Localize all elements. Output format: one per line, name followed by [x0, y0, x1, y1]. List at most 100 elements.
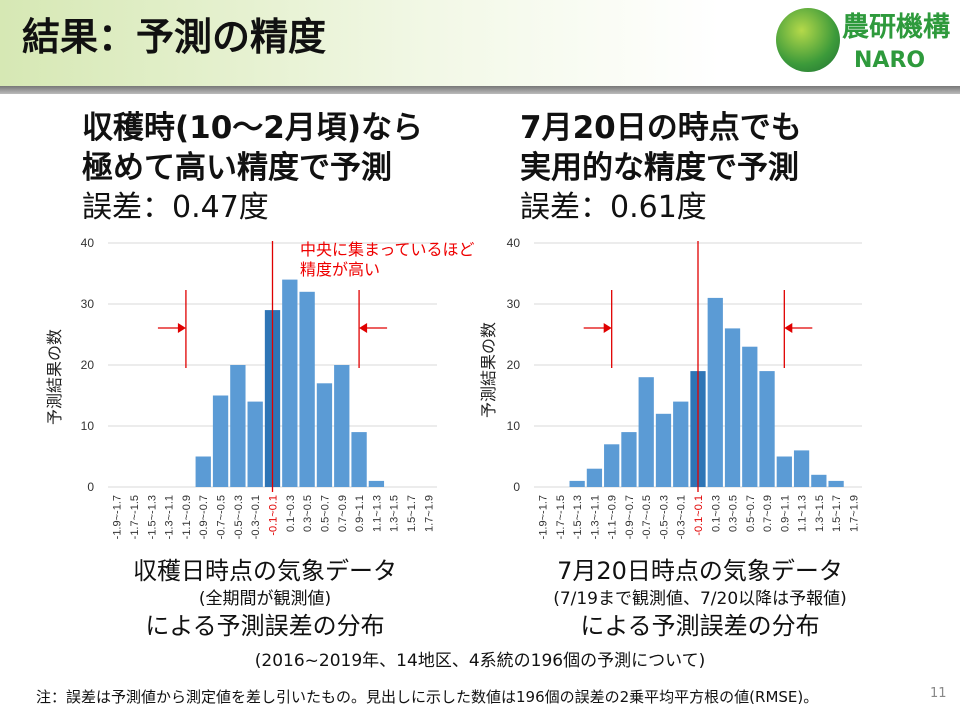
x-tick-label: 1.7~1.9: [423, 495, 435, 532]
bar: [776, 456, 792, 487]
arrow-head-icon: [784, 323, 793, 333]
bar: [195, 456, 211, 487]
arrow-head-icon: [603, 323, 612, 333]
right-y-axis-label: 予測結果の数: [479, 321, 498, 418]
x-tick-label: -1.9~-1.7: [112, 495, 124, 539]
y-tick-label: 20: [81, 358, 95, 372]
slide-title: 結果：予測の精度: [22, 15, 327, 59]
x-tick-label: -1.7~-1.5: [129, 495, 141, 539]
x-tick-label: 1.3~1.5: [389, 495, 401, 532]
arrow-head-icon: [359, 323, 368, 333]
page-number: 11: [930, 686, 947, 701]
bar: [247, 401, 263, 487]
x-tick-label: 0.9~1.1: [354, 495, 366, 532]
x-tick-label: 1.1~1.3: [797, 495, 809, 532]
x-tick-label: -1.5~-1.3: [572, 495, 584, 539]
bar: [604, 444, 620, 487]
footnote: 注：誤差は予測値から測定値を差し引いたもの。見出しに示した数値は196個の誤差の…: [36, 688, 819, 706]
x-tick-label: 1.7~1.9: [848, 495, 860, 532]
x-tick-label: -1.7~-1.5: [555, 495, 567, 539]
x-tick-label: -1.3~-1.1: [589, 495, 601, 539]
x-tick-label: 1.3~1.5: [814, 495, 826, 532]
y-tick-label: 40: [81, 236, 95, 250]
bar: [759, 371, 775, 487]
x-tick-label: -0.9~-0.7: [624, 495, 636, 539]
x-tick-label: -0.7~-0.5: [216, 495, 228, 539]
logo-text-en: NARO: [854, 48, 926, 73]
x-tick-label: 1.5~1.7: [831, 495, 843, 532]
left-caption-2: (全期間が観測値): [198, 589, 332, 609]
bar: [793, 450, 810, 487]
bar: [351, 432, 367, 487]
right-caption-1: 7月20日時点の気象データ: [557, 557, 843, 585]
right-error: 誤差：0.61度: [520, 190, 707, 225]
bar: [316, 383, 333, 487]
bar: [282, 279, 298, 487]
x-tick-label: 0.3~0.5: [302, 495, 314, 532]
left-caption-1: 収穫日時点の気象データ: [133, 557, 397, 585]
bar: [673, 401, 689, 487]
x-tick-label: -0.7~-0.5: [641, 495, 653, 539]
x-tick-label: -0.5~-0.3: [658, 495, 670, 539]
right-caption-2: (7/19まで観測値、7/20以降は予報値): [553, 589, 847, 609]
x-tick-label: 0.7~0.9: [337, 495, 349, 532]
bar: [230, 365, 246, 487]
x-tick-label: -1.1~-0.9: [607, 495, 619, 539]
arrow-head-icon: [177, 323, 186, 333]
left-error: 誤差：0.47度: [82, 190, 269, 225]
x-tick-label: 1.1~1.3: [371, 495, 383, 532]
naro-logo-icon: [776, 8, 840, 72]
y-tick-label: 0: [513, 480, 520, 494]
x-tick-label: -0.9~-0.7: [198, 495, 210, 539]
bar: [638, 377, 654, 487]
bar: [724, 328, 741, 487]
x-tick-label: -0.1~0.1: [693, 495, 705, 536]
bar: [742, 346, 758, 487]
bar: [707, 297, 723, 487]
x-tick-label: 0.1~0.3: [285, 495, 297, 532]
x-tick-label: -1.1~-0.9: [181, 495, 193, 539]
x-tick-label: 0.3~0.5: [728, 495, 740, 532]
left-heading-2: 極めて高い精度で予測: [82, 150, 392, 186]
bar: [299, 291, 315, 487]
bar: [569, 480, 585, 487]
x-tick-label: -0.5~-0.3: [233, 495, 245, 539]
bar: [621, 432, 637, 487]
bar: [334, 365, 350, 487]
bar: [828, 480, 844, 487]
left-y-axis-label: 予測結果の数: [45, 328, 64, 425]
annotation-line-2: 精度が高い: [300, 260, 381, 279]
y-tick-label: 10: [81, 419, 95, 433]
bar: [586, 468, 603, 487]
y-tick-label: 0: [87, 480, 94, 494]
logo-text-jp: 農研機構: [842, 12, 950, 43]
x-tick-label: -0.1~0.1: [268, 495, 280, 536]
y-tick-label: 30: [81, 297, 95, 311]
right-heading-1: 7月20日の時点でも: [520, 110, 802, 146]
y-tick-label: 30: [507, 297, 521, 311]
annotation-line-1: 中央に集まっているほど: [300, 240, 475, 259]
bar: [368, 480, 385, 487]
y-tick-label: 40: [507, 236, 521, 250]
bar: [655, 413, 672, 487]
y-tick-label: 10: [507, 419, 521, 433]
right-heading-2: 実用的な精度で予測: [520, 150, 799, 186]
right-caption-3: による予測誤差の分布: [580, 612, 820, 640]
x-tick-label: -0.3~-0.1: [676, 495, 688, 539]
x-tick-label: -1.3~-1.1: [164, 495, 176, 539]
x-tick-label: 0.1~0.3: [710, 495, 722, 532]
x-tick-label: 0.5~0.7: [745, 495, 757, 532]
header-divider: [0, 86, 960, 94]
x-tick-label: -0.3~-0.1: [250, 495, 262, 539]
x-tick-label: -1.9~-1.7: [538, 495, 550, 539]
bar: [811, 474, 827, 487]
x-tick-label: 0.7~0.9: [762, 495, 774, 532]
x-tick-label: 1.5~1.7: [406, 495, 418, 532]
y-tick-label: 20: [507, 358, 521, 372]
left-heading-1: 収穫時(10～2月頃)なら: [82, 110, 424, 146]
left-caption-3: による予測誤差の分布: [145, 612, 385, 640]
annotation: 中央に集まっているほど 精度が高い: [300, 240, 475, 280]
x-tick-label: 0.9~1.1: [779, 495, 791, 532]
x-tick-label: 0.5~0.7: [319, 495, 331, 532]
data-scope: (2016~2019年、14地区、4系統の196個の予測について): [254, 651, 706, 671]
